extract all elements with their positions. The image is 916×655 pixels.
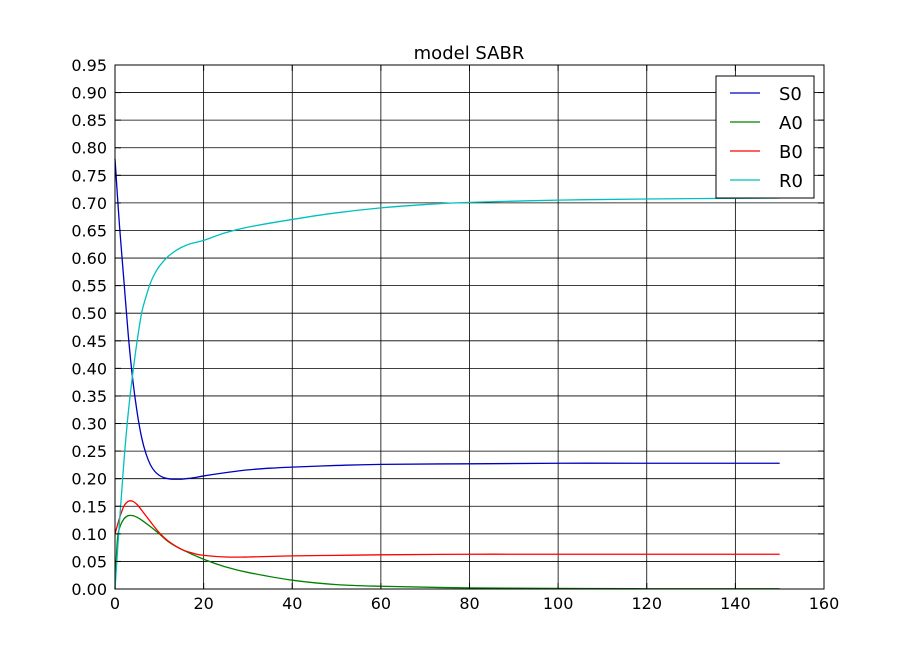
y-tick-label: 0.30: [71, 415, 107, 434]
y-tick-label: 0.35: [71, 387, 107, 406]
y-tick-label: 0.50: [71, 304, 107, 323]
y-tick-label: 0.40: [71, 359, 107, 378]
x-tick-label: 60: [371, 594, 391, 613]
y-tick-label: 0.15: [71, 497, 107, 516]
y-tick-label: 0.55: [71, 277, 107, 296]
series-line-s0: [114, 158, 780, 480]
y-tick-label: 0.60: [71, 249, 107, 268]
legend-label-s0: S0: [779, 84, 802, 105]
y-tick-label: 0.45: [71, 332, 107, 351]
series-line-r0: [114, 197, 780, 590]
x-tick-label: 100: [543, 594, 574, 613]
axis-ticks: [114, 64, 825, 590]
y-tick-label: 0.10: [71, 525, 107, 544]
y-tick-label: 0.75: [71, 166, 107, 185]
y-tick-label: 0.80: [71, 139, 107, 158]
x-tick-label: 0: [110, 594, 120, 613]
y-tick-label: 0.65: [71, 221, 107, 240]
x-tick-label: 140: [720, 594, 751, 613]
y-tick-label: 0.20: [71, 470, 107, 489]
x-tick-labels: 0 20 40 60 80 100 120 140 160: [110, 594, 839, 613]
x-tick-label: 40: [282, 594, 302, 613]
y-tick-label: 0.00: [71, 580, 107, 599]
y-tick-label: 0.85: [71, 111, 107, 130]
legend-label-a0: A0: [779, 113, 803, 134]
series-lines: [114, 158, 780, 590]
legend-label-b0: B0: [779, 142, 803, 163]
legend-label-r0: R0: [779, 171, 803, 192]
chart-title: model SABR: [414, 43, 525, 64]
y-tick-label: 0.90: [71, 84, 107, 103]
x-tick-label: 160: [809, 594, 840, 613]
x-tick-label: 120: [631, 594, 662, 613]
y-tick-label: 0.95: [71, 56, 107, 75]
grid: [115, 65, 824, 589]
y-tick-label: 0.05: [71, 552, 107, 571]
legend-box: [715, 75, 815, 199]
x-tick-label: 80: [459, 594, 479, 613]
x-tick-label: 20: [193, 594, 213, 613]
y-tick-labels: 0.00 0.05 0.10 0.15 0.20 0.25 0.30 0.35 0.40 0.45…: [71, 56, 107, 599]
y-tick-label: 0.70: [71, 194, 107, 213]
series-line-b0: [114, 500, 780, 558]
legend: S0 A0 B0 R0: [715, 75, 815, 199]
y-tick-label: 0.25: [71, 442, 107, 461]
